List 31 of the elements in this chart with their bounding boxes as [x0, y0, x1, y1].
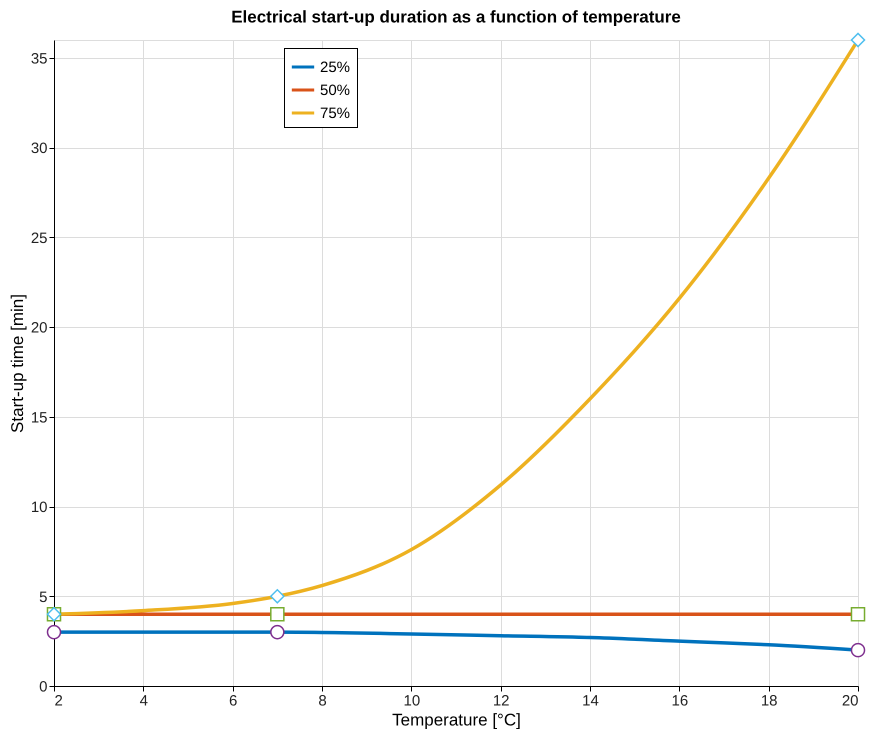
- y-tick-label: 20: [30, 320, 48, 337]
- x-tick-label: 2: [54, 692, 63, 710]
- point: [270, 624, 285, 640]
- x-tick-label: 14: [582, 692, 599, 710]
- x-tick-label: 16: [671, 692, 688, 710]
- legend-label: 50%: [320, 82, 350, 99]
- y-tick-label: 25: [30, 230, 48, 247]
- x-tick-label: 18: [760, 692, 778, 710]
- x-tick-label: 10: [403, 692, 420, 710]
- y-tick-label: 35: [30, 50, 48, 68]
- y-tick-label: 10: [30, 499, 48, 516]
- y-axis-title: Start-up time [min]: [8, 294, 27, 433]
- legend-label: 75%: [320, 105, 350, 122]
- chart-title: Electrical start-up duration as a function of temperature: [231, 7, 681, 26]
- point: [850, 642, 866, 658]
- y-tick-label: 0: [39, 678, 48, 696]
- y-tick-label: 5: [39, 588, 48, 606]
- x-tick-label: 6: [228, 692, 238, 710]
- x-axis-title: Temperature [°C]: [392, 710, 521, 730]
- y-tick-label: 15: [30, 409, 48, 426]
- x-tick-label: 4: [140, 692, 148, 710]
- x-tick-label: 20: [842, 692, 858, 710]
- point: [270, 606, 285, 622]
- legend-label: 25%: [320, 59, 350, 76]
- point: [46, 624, 62, 640]
- point: [850, 32, 866, 48]
- point: [850, 606, 866, 622]
- y-tick-label: 30: [30, 140, 48, 158]
- point: [270, 589, 285, 604]
- x-tick-label: 12: [492, 692, 510, 710]
- x-tick-label: 8: [318, 692, 327, 710]
